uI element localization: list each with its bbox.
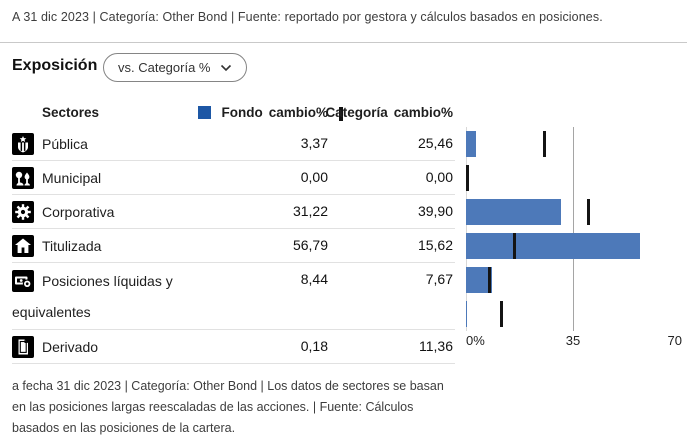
column-header-sectors: Sectores [42,105,100,120]
sector-label: Pública [12,127,207,156]
chart-row [466,297,680,331]
sector-label: Municipal [12,161,207,190]
chart-row [466,161,680,195]
corporate-icon [12,201,34,223]
fund-value: 3,37 [300,135,328,151]
sector-label-text: Pública [42,136,88,152]
category-value: 39,90 [417,203,453,219]
category-value: 0,00 [425,169,453,185]
sector-label-text: Posiciones líquidas y equivalentes [12,273,173,320]
fund-bar [466,233,640,259]
sector-label: Corporativa [12,195,207,224]
category-tick [466,165,469,191]
footnote-line: a fecha 31 dic 2023 | Categoría: Other B… [12,379,444,393]
table-row: Corporativa 31,22 39,90 [12,195,455,229]
table-header-row: Sectores Fondo cambio% Categoría cambio% [12,103,455,127]
x-axis-tick-35: 35 [565,333,581,348]
chart-row [466,195,680,229]
fund-bar [466,301,467,327]
gridline-35 [573,127,574,331]
fund-value: 31,22 [292,203,328,219]
sector-label-text: Corporativa [42,204,115,220]
sector-label: Titulizada [12,229,207,258]
sector-label: Derivado [12,330,207,359]
column-header-category: Categoría [325,105,388,120]
fund-bar [466,267,492,293]
x-axis: 0% 35 70 [466,331,682,349]
securitized-icon [12,235,34,257]
category-value: 11,36 [419,338,453,354]
category-value: 25,46 [417,135,453,151]
fund-legend-swatch-icon [198,106,212,119]
fund-value: 56,79 [292,237,328,253]
sector-label-text: Derivado [42,339,99,355]
chart-row [466,263,680,297]
chevron-down-icon [220,64,232,72]
fund-value: 0,18 [300,338,328,354]
sectors-table: Sectores Fondo cambio% Categoría cambio% P… [12,103,455,364]
derivative-icon [12,336,34,358]
legend-category: Categoría cambio% [325,105,453,120]
column-header-fund: Fondo [221,105,263,120]
footnote-line: en las posiciones largas reescaladas de … [12,400,414,414]
table-row: Derivado 0,18 11,36 [12,330,455,364]
category-tick [512,233,516,259]
page-title: Exposición [12,57,98,74]
category-tick [488,267,492,293]
divider [0,42,687,43]
table-row: Titulizada 56,79 15,62 [12,229,455,263]
legend-fund: Fondo cambio% [198,105,328,120]
table-row: Municipal 0,00 0,00 [12,161,455,195]
fund-bar [466,199,562,225]
chart-row [466,127,680,161]
cash-icon [12,270,34,292]
category-value: 15,62 [417,237,453,253]
government-icon [12,133,34,155]
municipal-icon [12,167,34,189]
sector-label-text: Municipal [42,170,102,186]
gridline-zero [466,127,467,331]
fund-bar [466,131,477,157]
chart-row [466,229,680,263]
x-axis-tick-70: 70 [667,333,682,348]
fund-value: 8,44 [300,271,328,287]
category-legend-tick-icon [339,107,343,121]
exposure-bar-chart [466,127,680,331]
category-tick [586,199,590,225]
column-header-category-change: cambio% [393,105,453,120]
comparison-dropdown[interactable]: vs. Categoría % [103,53,247,82]
report-date-caption: A 31 dic 2023 | Categoría: Other Bond | … [12,10,603,24]
category-tick [499,301,503,327]
category-tick [542,131,546,157]
footnote-line: basados en las posiciones de la cartera. [12,421,236,435]
x-axis-tick-0: 0% [466,333,485,348]
fund-value: 0,00 [300,169,328,185]
category-value: 7,67 [425,271,453,287]
sector-label-text: Titulizada [42,238,102,254]
comparison-dropdown-value: vs. Categoría % [118,60,211,75]
sector-label: Posiciones líquidas y equivalentes [12,263,207,328]
table-row: Posiciones líquidas y equivalentes 8,44 7,… [12,263,455,330]
column-header-fund-change: cambio% [268,105,328,120]
table-row: Pública 3,37 25,46 [12,127,455,161]
footnote: a fecha 31 dic 2023 | Categoría: Other B… [12,376,472,439]
